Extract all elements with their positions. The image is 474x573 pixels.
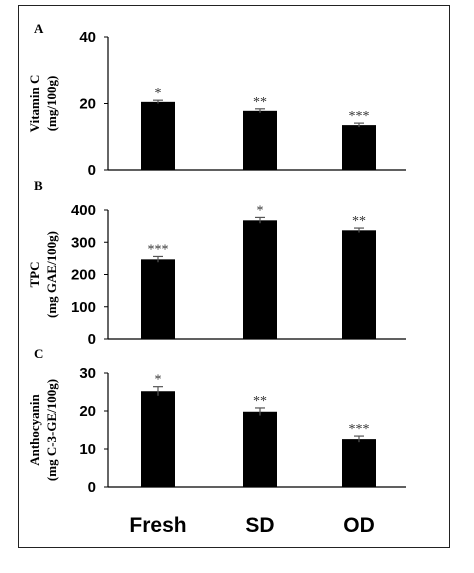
x-category-label: OD [343, 514, 375, 537]
x-category-label: Fresh [129, 514, 186, 537]
panel-letter: C [34, 346, 43, 361]
y-tick-label: 20 [79, 403, 96, 420]
significance-label: ** [352, 214, 366, 229]
y-tick-label: 0 [88, 331, 96, 348]
y-tick-label: 200 [71, 267, 96, 284]
y-tick-label: 0 [88, 162, 96, 179]
y-tick-label: 0 [88, 479, 96, 496]
y-tick-label: 400 [71, 202, 96, 219]
bar-od [342, 230, 376, 339]
significance-label: *** [349, 422, 370, 437]
bar-fresh [141, 259, 175, 339]
y-tick-label: 20 [79, 96, 96, 113]
significance-label: * [155, 86, 162, 101]
y-tick-label: 300 [71, 234, 96, 251]
y-axis-label-units: (mg GAE/100g) [44, 231, 59, 318]
y-axis-label: Vitamin C [27, 75, 42, 133]
bar-od [342, 125, 376, 170]
significance-label: *** [148, 242, 169, 257]
y-axis-label: Anthocyanin [27, 393, 42, 465]
bar-sd [243, 411, 277, 487]
significance-label: ** [253, 95, 267, 110]
y-tick-label: 100 [71, 299, 96, 316]
panel-letter: B [34, 178, 43, 193]
bar-fresh [141, 391, 175, 487]
significance-label: * [155, 373, 162, 388]
significance-label: *** [349, 109, 370, 124]
significance-label: ** [253, 394, 267, 409]
y-tick-label: 40 [79, 29, 96, 46]
bar-sd [243, 110, 277, 170]
figure-frame [18, 5, 450, 548]
significance-label: * [257, 203, 264, 218]
y-tick-label: 30 [79, 365, 96, 382]
bar-fresh [141, 101, 175, 170]
x-category-label: SD [245, 514, 274, 537]
y-axis-label: TPC [27, 262, 42, 288]
y-axis-label-units: (mg/100g) [44, 76, 59, 132]
y-tick-label: 10 [79, 441, 96, 458]
bar-sd [243, 220, 277, 339]
panel-letter: A [34, 21, 44, 36]
y-axis-label-units: (mg C-3-GE/100g) [44, 379, 59, 481]
bar-od [342, 439, 376, 487]
